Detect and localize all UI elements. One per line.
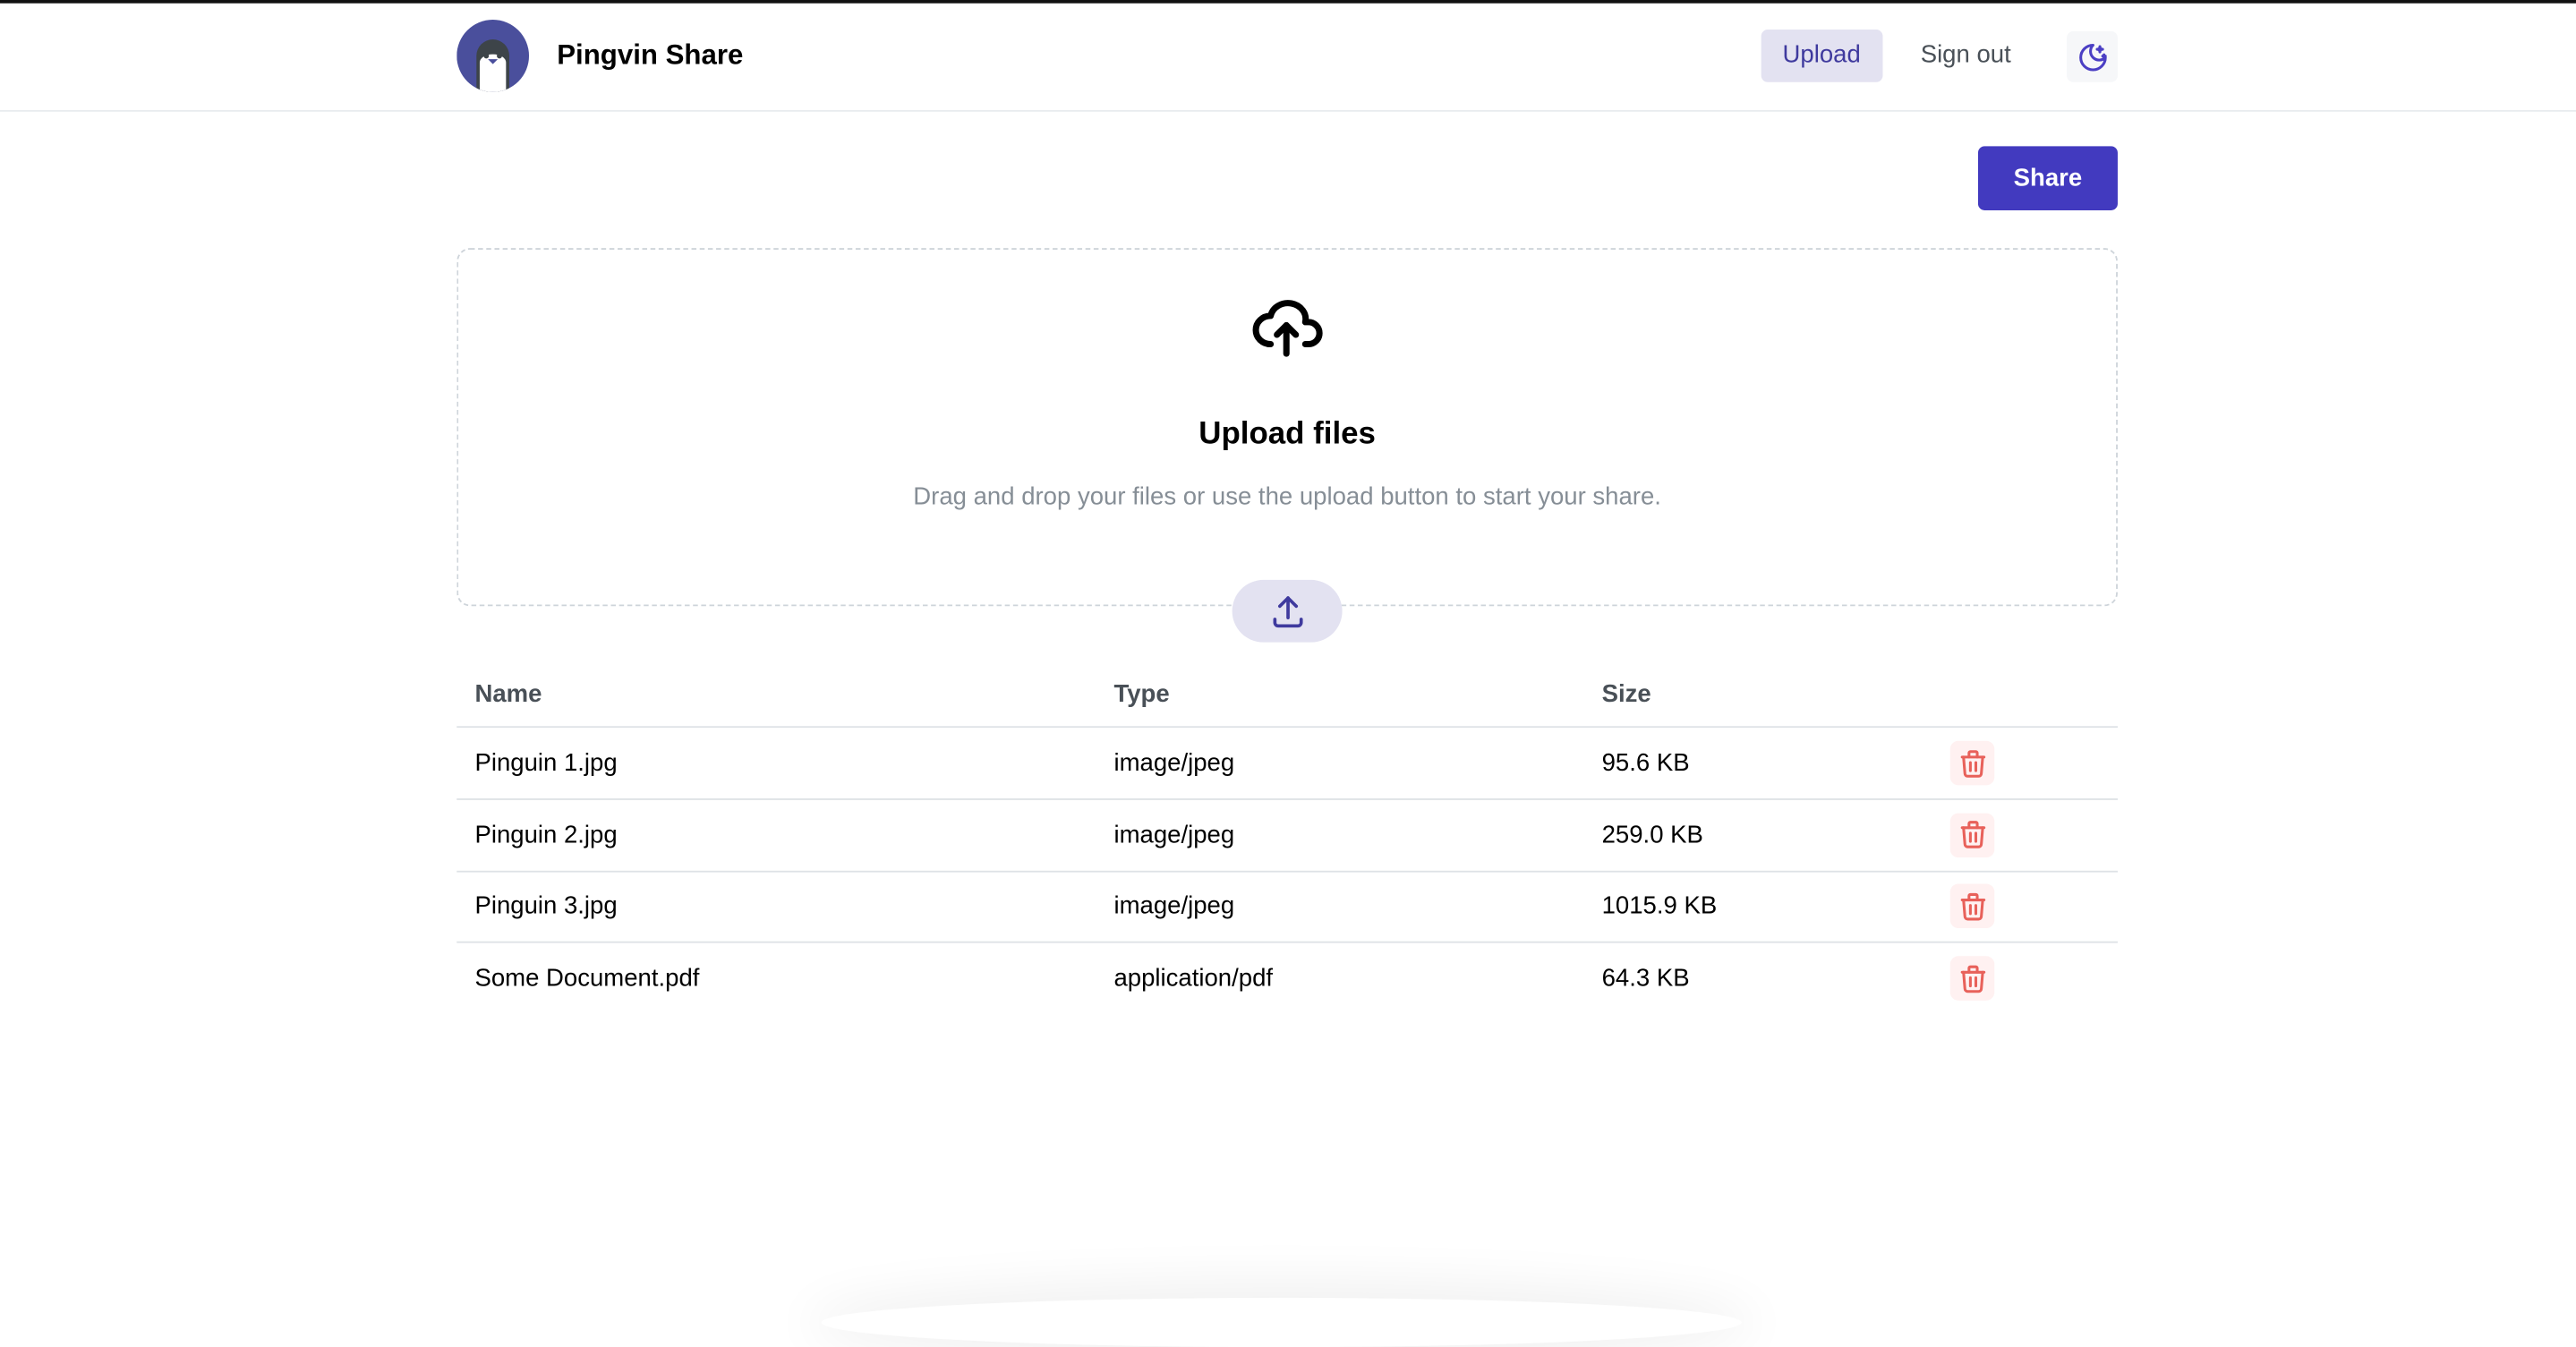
trash-icon [1959,821,1985,849]
cloud-upload-icon [1245,287,1327,371]
pingvin-logo[interactable] [456,20,530,92]
row-divider [456,798,2118,800]
nav-upload-link[interactable]: Upload [1761,30,1882,82]
file-type: image/jpeg [1113,821,1235,849]
file-type: image/jpeg [1113,748,1235,778]
column-header-size[interactable]: Size [1601,679,1651,709]
column-header-type[interactable]: Type [1113,679,1170,709]
upload-icon [1272,596,1302,628]
upload-files-button[interactable] [1232,579,1343,643]
table-divider [456,726,2118,729]
row-divider [456,942,2118,944]
app-title[interactable]: Pingvin Share [557,39,744,71]
file-size: 64.3 KB [1601,964,1690,993]
file-size: 95.6 KB [1601,748,1690,778]
share-button[interactable]: Share [1977,146,2118,210]
file-name: Pinguin 3.jpg [474,892,618,921]
header [0,4,2576,112]
nav-sign-out-link[interactable]: Sign out [1920,40,2011,70]
dropzone-subtitle: Drag and drop your files or use the uplo… [913,482,1661,511]
column-header-name[interactable]: Name [474,679,542,709]
file-name: Some Document.pdf [474,964,700,993]
delete-file-button[interactable] [1949,956,1995,1001]
delete-file-button[interactable] [1949,884,1995,929]
trash-icon [1959,964,1985,993]
file-type: image/jpeg [1113,892,1235,921]
delete-file-button[interactable] [1949,740,1995,786]
trash-icon [1959,749,1985,777]
file-size: 259.0 KB [1601,821,1703,849]
window-top-border [0,0,2576,4]
file-name: Pinguin 1.jpg [474,748,618,778]
theme-toggle-button[interactable] [2067,30,2118,82]
file-name: Pinguin 2.jpg [474,821,618,849]
dropzone-title: Upload files [1198,417,1376,452]
bottom-shadow [822,1298,1742,1347]
delete-file-button[interactable] [1949,812,1995,857]
moon-stars-icon [2078,43,2106,71]
file-type: application/pdf [1113,964,1274,993]
file-size: 1015.9 KB [1601,892,1718,921]
row-divider [456,870,2118,873]
trash-icon [1959,892,1985,921]
